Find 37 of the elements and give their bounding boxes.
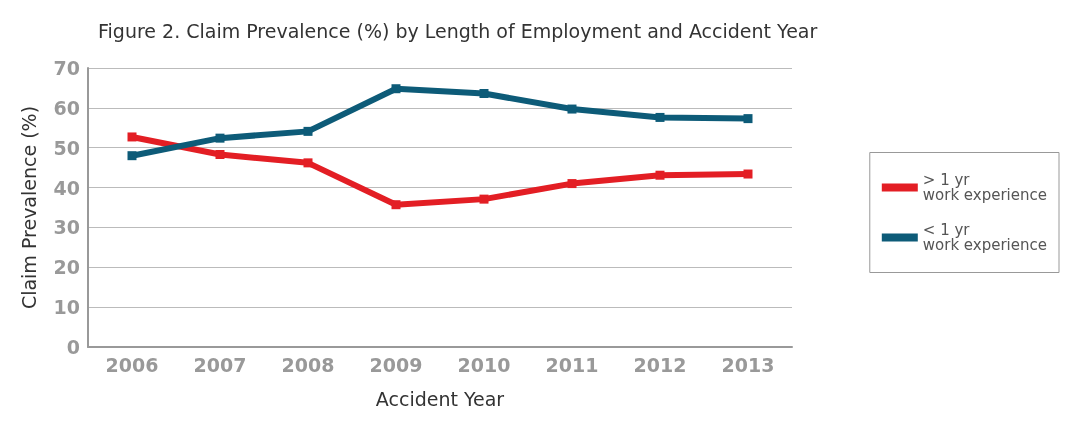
x-tick-label: 2006: [105, 353, 159, 376]
x-tick-label: 2013: [721, 353, 775, 376]
y-tick-label: 40: [53, 176, 80, 199]
y-tick-label: 20: [53, 256, 80, 279]
legend-label: > 1 yr work experience: [922, 171, 1048, 204]
point: [215, 133, 225, 143]
y-tick-label: 50: [53, 136, 80, 159]
point: [479, 89, 489, 99]
y-tick-label: 30: [53, 216, 80, 239]
point: [743, 114, 753, 124]
point: [303, 126, 313, 136]
x-axis-title: Accident Year: [375, 387, 505, 410]
point: [127, 132, 137, 142]
x-tick-label: 2009: [369, 353, 423, 376]
x-tick-label: 2010: [457, 353, 511, 376]
x-tick-label: 2011: [545, 353, 599, 376]
point: [391, 200, 401, 210]
y-tick-label: 10: [53, 296, 80, 319]
x-tick-label: 2012: [633, 353, 687, 376]
legend-label: < 1 yr work experience: [922, 221, 1048, 254]
point: [303, 158, 313, 168]
x-tick-label: 2007: [193, 353, 247, 376]
point: [391, 84, 401, 94]
point: [743, 169, 753, 179]
y-tick-label: 60: [53, 96, 80, 119]
point: [127, 151, 137, 161]
point: [215, 149, 225, 159]
x-tick-label: 2008: [281, 353, 335, 376]
point: [655, 170, 665, 180]
point: [655, 112, 665, 122]
point: [479, 194, 489, 204]
y-axis-title: Claim Prevalence (%): [17, 105, 40, 310]
y-tick-label: 70: [53, 57, 80, 79]
point: [567, 179, 577, 189]
chart-title: Figure 2. Claim Prevalence (%) by Length of Employment and Accident Year: [98, 19, 818, 42]
point: [567, 104, 577, 114]
y-tick-label: 0: [66, 336, 80, 358]
